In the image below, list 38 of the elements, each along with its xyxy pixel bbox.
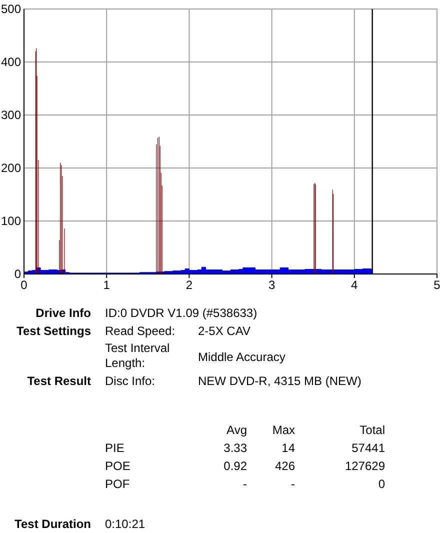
text: ID:0 DVDR V1.09 (#538633) bbox=[105, 306, 258, 320]
text: 0:10:21 bbox=[105, 517, 146, 531]
x-tick-label: 4 bbox=[351, 278, 358, 292]
y-tick-label: 300 bbox=[0, 108, 22, 122]
text: POF bbox=[105, 477, 130, 491]
text: 0.92 bbox=[224, 459, 248, 473]
x-tick-label: 5 bbox=[434, 278, 441, 292]
x-tick-label: 3 bbox=[268, 278, 276, 292]
text: PIE bbox=[105, 441, 124, 455]
text: Test Interval Length: bbox=[105, 341, 170, 370]
text: 57441 bbox=[352, 441, 386, 455]
y-tick-label: 0 bbox=[14, 267, 22, 281]
text: Drive Info bbox=[36, 306, 91, 320]
y-tick-label: 100 bbox=[0, 214, 22, 228]
text: 14 bbox=[282, 441, 296, 455]
text: 0 bbox=[378, 477, 386, 491]
y-tick-label: 200 bbox=[0, 161, 22, 175]
x-tick-label: 1 bbox=[103, 278, 110, 292]
text: 426 bbox=[274, 459, 296, 473]
text: 3.33 bbox=[224, 441, 248, 455]
text: Middle Accuracy bbox=[198, 350, 286, 364]
text: Max bbox=[272, 423, 295, 437]
text: Test Duration bbox=[14, 517, 91, 531]
text: Disc Info: bbox=[105, 374, 156, 388]
text: Read Speed: bbox=[105, 324, 176, 338]
text: - bbox=[291, 477, 295, 491]
text: - bbox=[243, 477, 247, 491]
text: 2-5X CAV bbox=[198, 324, 250, 338]
text: NEW DVD-R, 4315 MB (NEW) bbox=[198, 374, 362, 388]
text: POE bbox=[105, 459, 130, 473]
y-tick-label: 400 bbox=[0, 55, 22, 69]
x-tick-label: 2 bbox=[186, 278, 193, 292]
text: Test Settings bbox=[16, 324, 92, 338]
text: Total bbox=[360, 423, 385, 437]
text: 127629 bbox=[344, 459, 386, 473]
text: Test Result bbox=[27, 374, 91, 388]
text: Avg bbox=[226, 423, 247, 437]
y-tick-label: 500 bbox=[0, 2, 22, 16]
